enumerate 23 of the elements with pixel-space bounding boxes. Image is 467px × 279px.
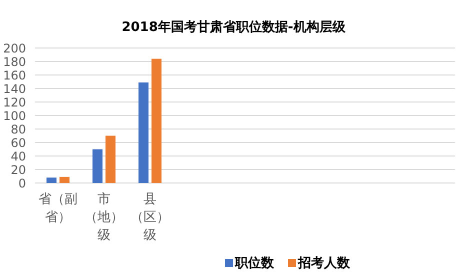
y-tick-label: 80 <box>10 122 26 136</box>
y-tick-label: 60 <box>10 136 26 150</box>
legend-label: 职位数 <box>235 255 274 272</box>
x-tick-label: 市（地）级 <box>84 191 124 245</box>
bar <box>138 82 148 183</box>
y-tick-label: 20 <box>10 163 26 177</box>
bar <box>46 178 56 183</box>
bar <box>92 149 102 183</box>
x-tick-label: 省（副省） <box>38 191 78 227</box>
bar <box>60 176 70 183</box>
y-tick-label: 140 <box>3 82 26 96</box>
bar <box>106 136 116 183</box>
y-tick-label: 200 <box>3 42 26 56</box>
y-tick-label: 180 <box>3 55 26 69</box>
x-tick-label: 县（区）级 <box>130 191 170 245</box>
text: 2018年国考甘肃省职位数据-机构层级 <box>120 19 346 36</box>
legend-label: 招考人数 <box>298 255 350 272</box>
y-tick-label: 160 <box>3 68 26 82</box>
bar <box>152 58 162 183</box>
y-tick-label: 0 <box>18 176 26 190</box>
y-tick-label: 120 <box>3 96 26 110</box>
y-tick-label: 40 <box>10 150 26 164</box>
y-tick-label: 100 <box>3 109 26 123</box>
